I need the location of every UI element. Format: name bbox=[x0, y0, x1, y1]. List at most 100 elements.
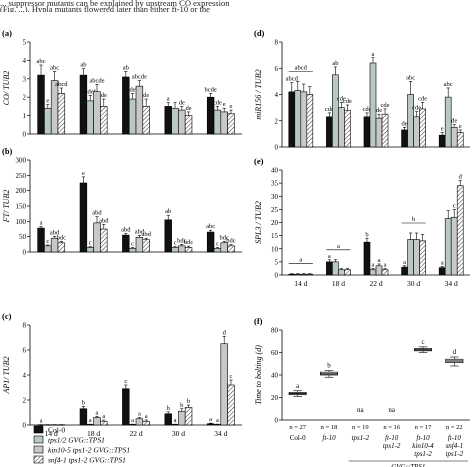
bar bbox=[344, 109, 351, 148]
significance-label: d bbox=[223, 329, 227, 336]
significance-label: abd bbox=[135, 228, 145, 235]
x-category-label: tps1-2 bbox=[383, 442, 401, 450]
bar bbox=[164, 106, 172, 135]
bar bbox=[227, 384, 235, 426]
bar bbox=[438, 267, 446, 276]
bar bbox=[37, 74, 45, 135]
panel-letter: (f) bbox=[254, 316, 263, 326]
significance-label: a bbox=[145, 413, 148, 420]
bar bbox=[450, 216, 458, 276]
significance-label: c bbox=[89, 239, 92, 246]
significance-label: abc bbox=[444, 81, 453, 88]
bar bbox=[57, 93, 66, 135]
significance-label: a bbox=[167, 96, 170, 103]
significance-label: bdc bbox=[177, 237, 187, 244]
bar bbox=[220, 111, 228, 135]
bar bbox=[381, 269, 389, 276]
legend-swatch bbox=[33, 425, 44, 434]
significance-label: c bbox=[216, 240, 219, 247]
panel-5: 0 20 40 60 80 Time to bolting (d) (f) a n = 27 Co… bbox=[254, 316, 470, 467]
bar bbox=[100, 106, 108, 135]
bar bbox=[135, 236, 144, 253]
y-axis-label: CO/ TUB2 bbox=[2, 71, 11, 105]
y-tick-label: 3 bbox=[23, 75, 27, 83]
significance-label: cde bbox=[418, 95, 427, 102]
significance-label: cdef bbox=[85, 88, 97, 95]
bar bbox=[128, 424, 137, 426]
significance-label: e bbox=[230, 103, 233, 110]
significance-label: c bbox=[174, 239, 177, 246]
bar bbox=[100, 228, 108, 253]
legend-label: Col-0 bbox=[48, 426, 65, 435]
bracket-label: abcd bbox=[295, 64, 308, 71]
bracket-label: a bbox=[337, 243, 340, 250]
significance-label: cde bbox=[343, 98, 352, 105]
significance-label: a bbox=[403, 259, 406, 266]
bar bbox=[375, 117, 383, 148]
y-tick-label: 35 bbox=[271, 180, 279, 188]
significance-label: a bbox=[131, 417, 134, 424]
y-tick-label: 0 bbox=[275, 144, 279, 152]
bar bbox=[381, 113, 389, 148]
y-tick-label: 6 bbox=[275, 65, 279, 73]
significance-label: a bbox=[89, 417, 92, 424]
bar bbox=[227, 245, 235, 253]
significance-label: abcd bbox=[55, 81, 68, 88]
significance-label: de bbox=[179, 99, 185, 106]
bar bbox=[135, 418, 144, 426]
header-text: ... suppressor mutants can be explained … bbox=[0, 0, 474, 12]
significance-label: a bbox=[40, 220, 43, 227]
y-tick-label: 30 bbox=[271, 193, 279, 201]
x-tick-label: 22 d bbox=[129, 429, 142, 438]
significance-label: a bbox=[209, 416, 212, 423]
y-tick-label: 2 bbox=[23, 94, 27, 102]
bar bbox=[306, 273, 314, 276]
header-line-1: ... suppressor mutants can be explained … bbox=[0, 0, 230, 8]
significance-label: cde bbox=[381, 102, 390, 109]
n-label: n = 22 bbox=[446, 424, 463, 431]
significance-label: de bbox=[186, 105, 192, 112]
x-category-label: ft-10 bbox=[416, 434, 430, 442]
significance-label: b bbox=[365, 231, 368, 238]
significance-label: a bbox=[296, 382, 300, 390]
significance-label: c bbox=[453, 202, 456, 209]
significance-label: abd bbox=[50, 229, 60, 236]
significance-label: d bbox=[453, 348, 457, 356]
bar bbox=[184, 407, 193, 426]
panel-4: 0 5 10 15 20 25 30 35 40 SPL3 / TUB2 (e) 14 d a 18 d b… bbox=[254, 156, 470, 288]
bar bbox=[456, 132, 464, 148]
bar bbox=[93, 222, 101, 253]
na-label: na bbox=[357, 406, 365, 414]
significance-label: de bbox=[376, 107, 382, 114]
bar bbox=[300, 91, 308, 148]
bar bbox=[369, 62, 377, 148]
significance-label: a bbox=[174, 417, 177, 424]
header-line-2: (Fig. ...). Hypla mutants flowered later… bbox=[0, 4, 210, 12]
bar bbox=[142, 239, 150, 253]
y-tick-label: 200 bbox=[16, 187, 27, 195]
panel-letter: (c) bbox=[2, 311, 12, 321]
significance-label: de bbox=[143, 92, 149, 99]
significance-label: c bbox=[131, 240, 134, 247]
significance-label: de bbox=[451, 118, 457, 125]
x-category-label: ft-10 bbox=[322, 434, 336, 442]
bar bbox=[456, 185, 464, 276]
significance-label: cde bbox=[337, 95, 346, 102]
significance-label: de bbox=[130, 87, 136, 94]
significance-label: a bbox=[384, 261, 387, 268]
x-tick-label: 30 d bbox=[407, 279, 420, 288]
bar bbox=[178, 410, 186, 426]
bar bbox=[79, 408, 88, 426]
y-tick-label: 250 bbox=[16, 172, 27, 180]
significance-label: abd bbox=[92, 210, 102, 217]
y-tick-label: 8 bbox=[275, 39, 279, 47]
bar bbox=[326, 261, 333, 276]
bar bbox=[363, 241, 371, 276]
bar bbox=[79, 182, 88, 253]
bar bbox=[86, 247, 94, 253]
y-tick-label: 2 bbox=[275, 117, 279, 125]
y-tick-label: 5 bbox=[275, 258, 279, 266]
